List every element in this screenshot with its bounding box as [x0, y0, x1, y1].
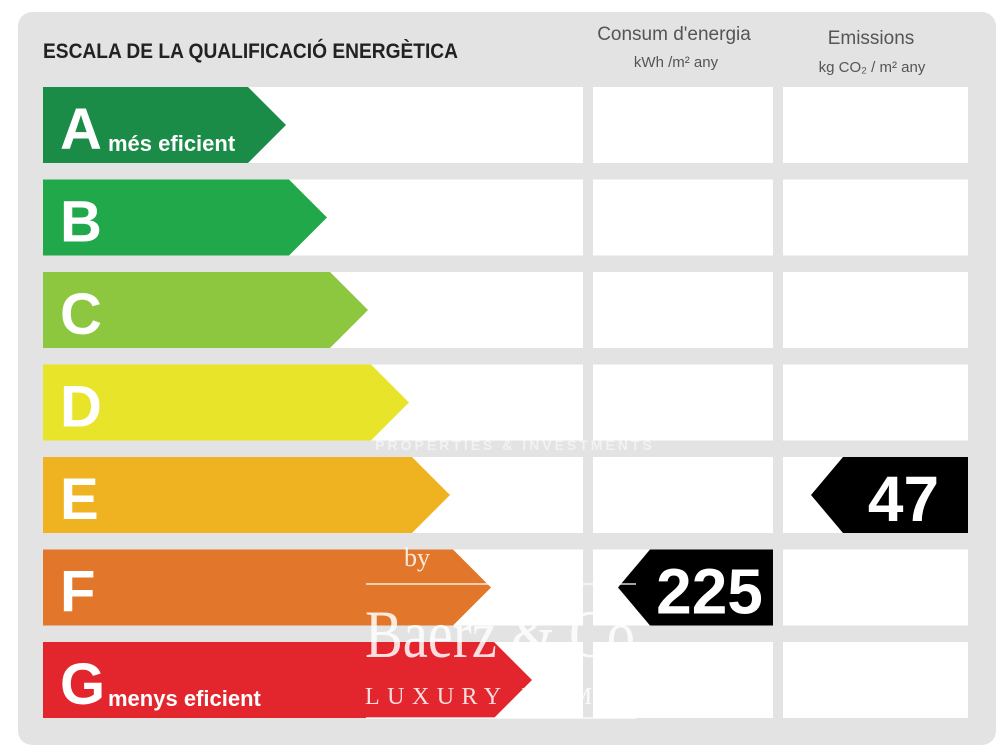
watermark: PROPERTIES & INVESTMENTS by Baerz & Co L… — [365, 437, 655, 719]
watermark-tagline: PROPERTIES & INVESTMENTS — [375, 437, 655, 453]
rating-letter: A — [60, 97, 102, 162]
rating-caption: més eficient — [108, 131, 236, 156]
cell — [783, 179, 968, 256]
cell — [783, 272, 968, 348]
watermark-by: by — [404, 543, 430, 572]
title: ESCALA DE LA QUALIFICACIÓ ENERGÈTICA — [43, 39, 458, 63]
value-arrow — [811, 457, 968, 533]
rating-arrow — [43, 272, 368, 348]
value-label: 47 — [868, 463, 939, 535]
cell — [783, 364, 968, 441]
rating-caption: menys eficient — [108, 686, 262, 711]
cell — [593, 364, 773, 441]
cell — [593, 457, 773, 533]
rating-letter: G — [60, 652, 105, 717]
cell — [593, 179, 773, 256]
cell — [783, 549, 968, 626]
cell — [783, 642, 968, 718]
rating-arrow — [43, 179, 327, 256]
cell — [593, 642, 773, 718]
rating-letter: B — [60, 190, 102, 255]
column-title: Consum d'energia — [597, 24, 751, 45]
cell — [593, 272, 773, 348]
column-unit: kWh /m² any — [634, 54, 719, 71]
rating-letter: F — [60, 560, 95, 625]
cell — [783, 87, 968, 163]
rating-arrow — [43, 549, 491, 626]
rating-arrow — [43, 364, 409, 441]
column-unit: kg CO₂ / m² any — [819, 59, 926, 76]
value-label: 225 — [656, 556, 763, 628]
cell — [593, 87, 773, 163]
rating-letter: C — [60, 282, 102, 347]
rating-letter: E — [60, 467, 99, 532]
rating-letter: D — [60, 375, 102, 440]
rating-arrow — [43, 457, 450, 533]
rating-arrow — [43, 87, 286, 163]
value-arrow — [618, 549, 773, 626]
column-title: Emissions — [828, 28, 915, 49]
watermark-brand: Baerz & Co — [365, 596, 635, 672]
rating-arrow — [43, 642, 532, 718]
